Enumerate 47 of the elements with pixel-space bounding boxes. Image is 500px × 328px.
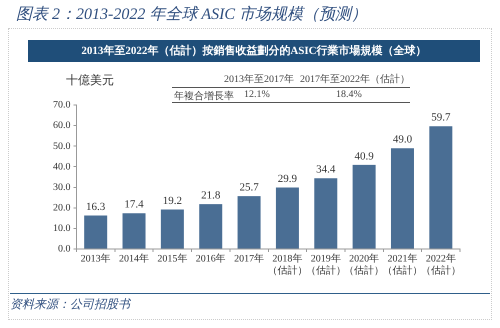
bar [314, 178, 338, 248]
y-tick-label: 10.0 [53, 223, 70, 234]
text: 18.4% [336, 89, 362, 100]
x-tick-label: 2013年 [80, 252, 111, 265]
data-label: 40.9 [354, 150, 374, 162]
y-tick-label: 50.0 [53, 140, 70, 152]
data-label: 49.0 [392, 134, 413, 146]
chart-subtitle: 2013年至2022年（估計）按銷售收益劃分的ASIC行業市場規模（全球） [28, 40, 480, 62]
x-tick-label: 2019年（估計） [306, 252, 346, 277]
text: 12.1% [244, 89, 270, 100]
text: 资料来源：公司招股书 [10, 293, 490, 313]
x-tick-label: 2022年（估計） [420, 252, 461, 277]
bar [276, 187, 299, 248]
bar [352, 164, 376, 248]
y-tick-label: 0.0 [58, 244, 70, 255]
x-tick-label: 2017年 [234, 252, 264, 265]
chart-title: 图表 2：2013-2022 年全球 ASIC 市场规模（预测） [16, 4, 368, 25]
data-label: 17.4 [124, 198, 144, 211]
y-tick-label: 30.0 [53, 182, 70, 193]
x-tick-label: 2018年（估計） [267, 252, 308, 277]
text: 年複合增長率 [174, 90, 234, 103]
text: 2017年至2022年（估計） [300, 74, 410, 85]
y-tick-label: 40.0 [53, 161, 70, 172]
data-label: 19.2 [162, 194, 182, 207]
bar [122, 213, 146, 248]
text: 2013年至2017年 [224, 74, 294, 85]
x-tick-label: 2015年 [157, 252, 188, 265]
x-tick-label: 2014年 [119, 252, 150, 265]
y-axis-title: 十億美元 [66, 72, 114, 89]
bar [84, 215, 108, 248]
data-label: 16.3 [86, 200, 106, 213]
bar [429, 126, 452, 248]
data-label: 25.7 [239, 182, 260, 194]
data-label: 59.7 [431, 112, 451, 124]
y-tick-label: 20.0 [53, 202, 70, 214]
x-tick-label: 2020年（估計） [344, 252, 384, 277]
bar [199, 204, 222, 248]
data-label: 34.4 [316, 164, 336, 176]
y-tick-label: 60.0 [53, 120, 70, 132]
x-tick-label: 2016年 [196, 252, 226, 265]
data-label: 29.9 [278, 172, 298, 185]
data-label: 21.8 [201, 190, 221, 202]
y-tick-label: 70.0 [53, 100, 70, 111]
bar [160, 210, 184, 248]
bar [238, 196, 261, 248]
x-tick-label: 2021年（估計） [382, 252, 422, 277]
bar [390, 148, 414, 248]
